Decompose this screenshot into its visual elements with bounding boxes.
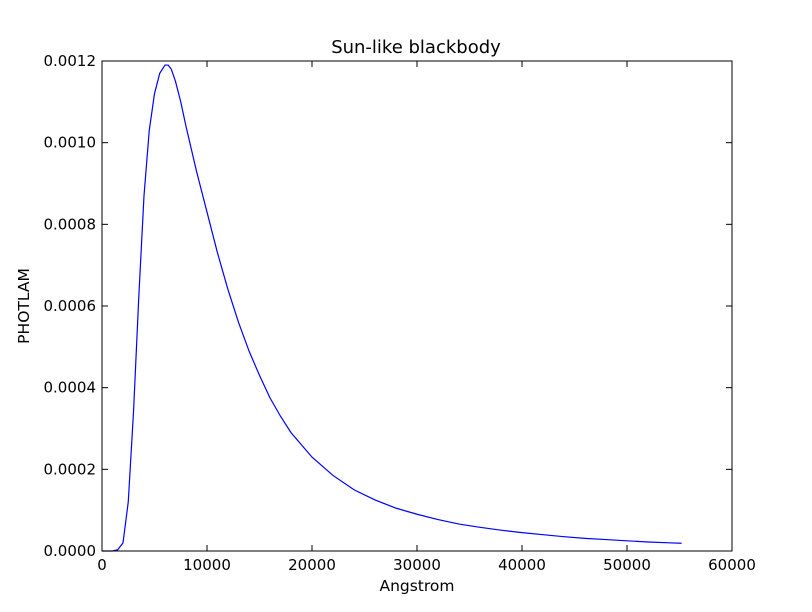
y-axis-label: PHOTLAM	[15, 268, 33, 344]
x-tick-label: 50000	[603, 556, 651, 574]
y-tick-label: 0.0012	[44, 52, 97, 70]
y-axis-ticks: 0.0000 0.0002 0.0004 0.0006 0.0008 0.0010 0.00…	[44, 52, 732, 560]
y-tick-label: 0.0002	[44, 460, 97, 478]
series-line	[102, 64, 682, 552]
x-tick-label: 30000	[393, 556, 441, 574]
x-tick-label: 20000	[288, 556, 336, 574]
y-tick-label: 0.0000	[44, 542, 97, 560]
chart-title: Sun-like blackbody	[331, 37, 501, 58]
x-axis-ticks: 0 10000 20000 30000 40000 50000 60000	[97, 61, 756, 574]
x-tick-label: 40000	[498, 556, 546, 574]
x-tick-label: 60000	[708, 556, 756, 574]
y-tick-label: 0.0006	[44, 297, 97, 315]
x-tick-label: 10000	[183, 556, 231, 574]
y-tick-label: 0.0008	[44, 215, 97, 233]
plot-area	[102, 64, 682, 552]
y-tick-label: 0.0004	[44, 379, 97, 397]
x-axis-label: Angstrom	[379, 577, 454, 595]
y-tick-label: 0.0010	[44, 134, 97, 152]
x-tick-label: 0	[97, 556, 107, 574]
